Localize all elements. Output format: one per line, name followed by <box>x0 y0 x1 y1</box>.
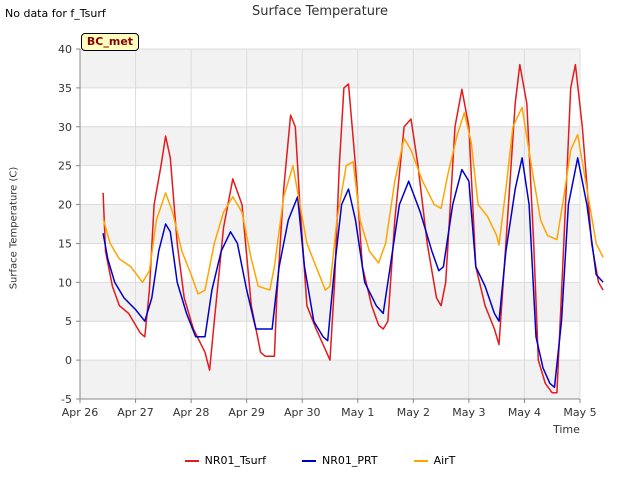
x-tick-label: Apr 29 <box>228 406 265 419</box>
y-tick-label: 15 <box>58 237 72 250</box>
series-line-nr01-prt <box>102 157 604 389</box>
y-tick-label: -5 <box>61 393 72 406</box>
legend-label: AirT <box>433 454 456 467</box>
legend-label: NR01_PRT <box>321 454 378 467</box>
y-tick-label: 20 <box>58 199 72 212</box>
series-lines <box>102 63 604 394</box>
x-tick-label: Apr 26 <box>62 406 99 419</box>
x-tick-label: Apr 28 <box>173 406 210 419</box>
plot-band <box>80 360 580 399</box>
plot-band <box>80 126 580 166</box>
legend-item-nr01-tsurf: NR01_Tsurf <box>184 454 266 467</box>
y-tick-label: 35 <box>58 82 72 95</box>
legend-swatch <box>413 459 428 462</box>
plot-band <box>80 204 580 244</box>
legend-swatch <box>184 459 199 462</box>
legend-item-airt: AirT <box>413 454 456 467</box>
y-tick-labels: -5 0 5 10 15 20 25 30 35 40 <box>58 43 80 406</box>
series-line-airt <box>102 106 604 295</box>
legend: NR01_Tsurf NR01_PRT AirT <box>0 454 640 467</box>
x-tick-label: May 2 <box>397 406 430 419</box>
legend-swatch <box>301 459 316 462</box>
plot-band <box>80 49 580 88</box>
x-tick-label: May 3 <box>452 406 485 419</box>
chart-title: Surface Temperature <box>251 4 388 19</box>
x-tick-label: May 4 <box>508 406 541 419</box>
y-tick-label: 0 <box>65 354 72 367</box>
plot-bands <box>80 49 580 399</box>
series-line-nr01-tsurf <box>102 63 604 394</box>
legend-label: NR01_Tsurf <box>204 454 266 467</box>
y-tick-label: 5 <box>65 315 72 328</box>
axes <box>79 49 580 400</box>
x-tick-labels: Apr 26 Apr 27 Apr 28 Apr 29 Apr 30 May 1 May 2… <box>62 399 597 419</box>
site-badge: BC_met <box>81 33 139 51</box>
legend-item-nr01-prt: NR01_PRT <box>301 454 378 467</box>
y-tick-label: 10 <box>58 276 72 289</box>
x-tick-label: May 5 <box>563 406 596 419</box>
y-tick-label: 30 <box>58 121 72 134</box>
x-tick-label: Apr 30 <box>284 406 321 419</box>
no-data-notice: No data for f_Tsurf <box>5 7 106 20</box>
x-tick-label: May 1 <box>341 406 374 419</box>
y-axis-label: Surface Temperature (C) <box>8 166 20 290</box>
y-tick-label: 25 <box>58 160 72 173</box>
y-tick-label: 40 <box>58 43 72 56</box>
x-tick-label: Apr 27 <box>117 406 154 419</box>
x-axis-label: Time <box>553 423 580 436</box>
